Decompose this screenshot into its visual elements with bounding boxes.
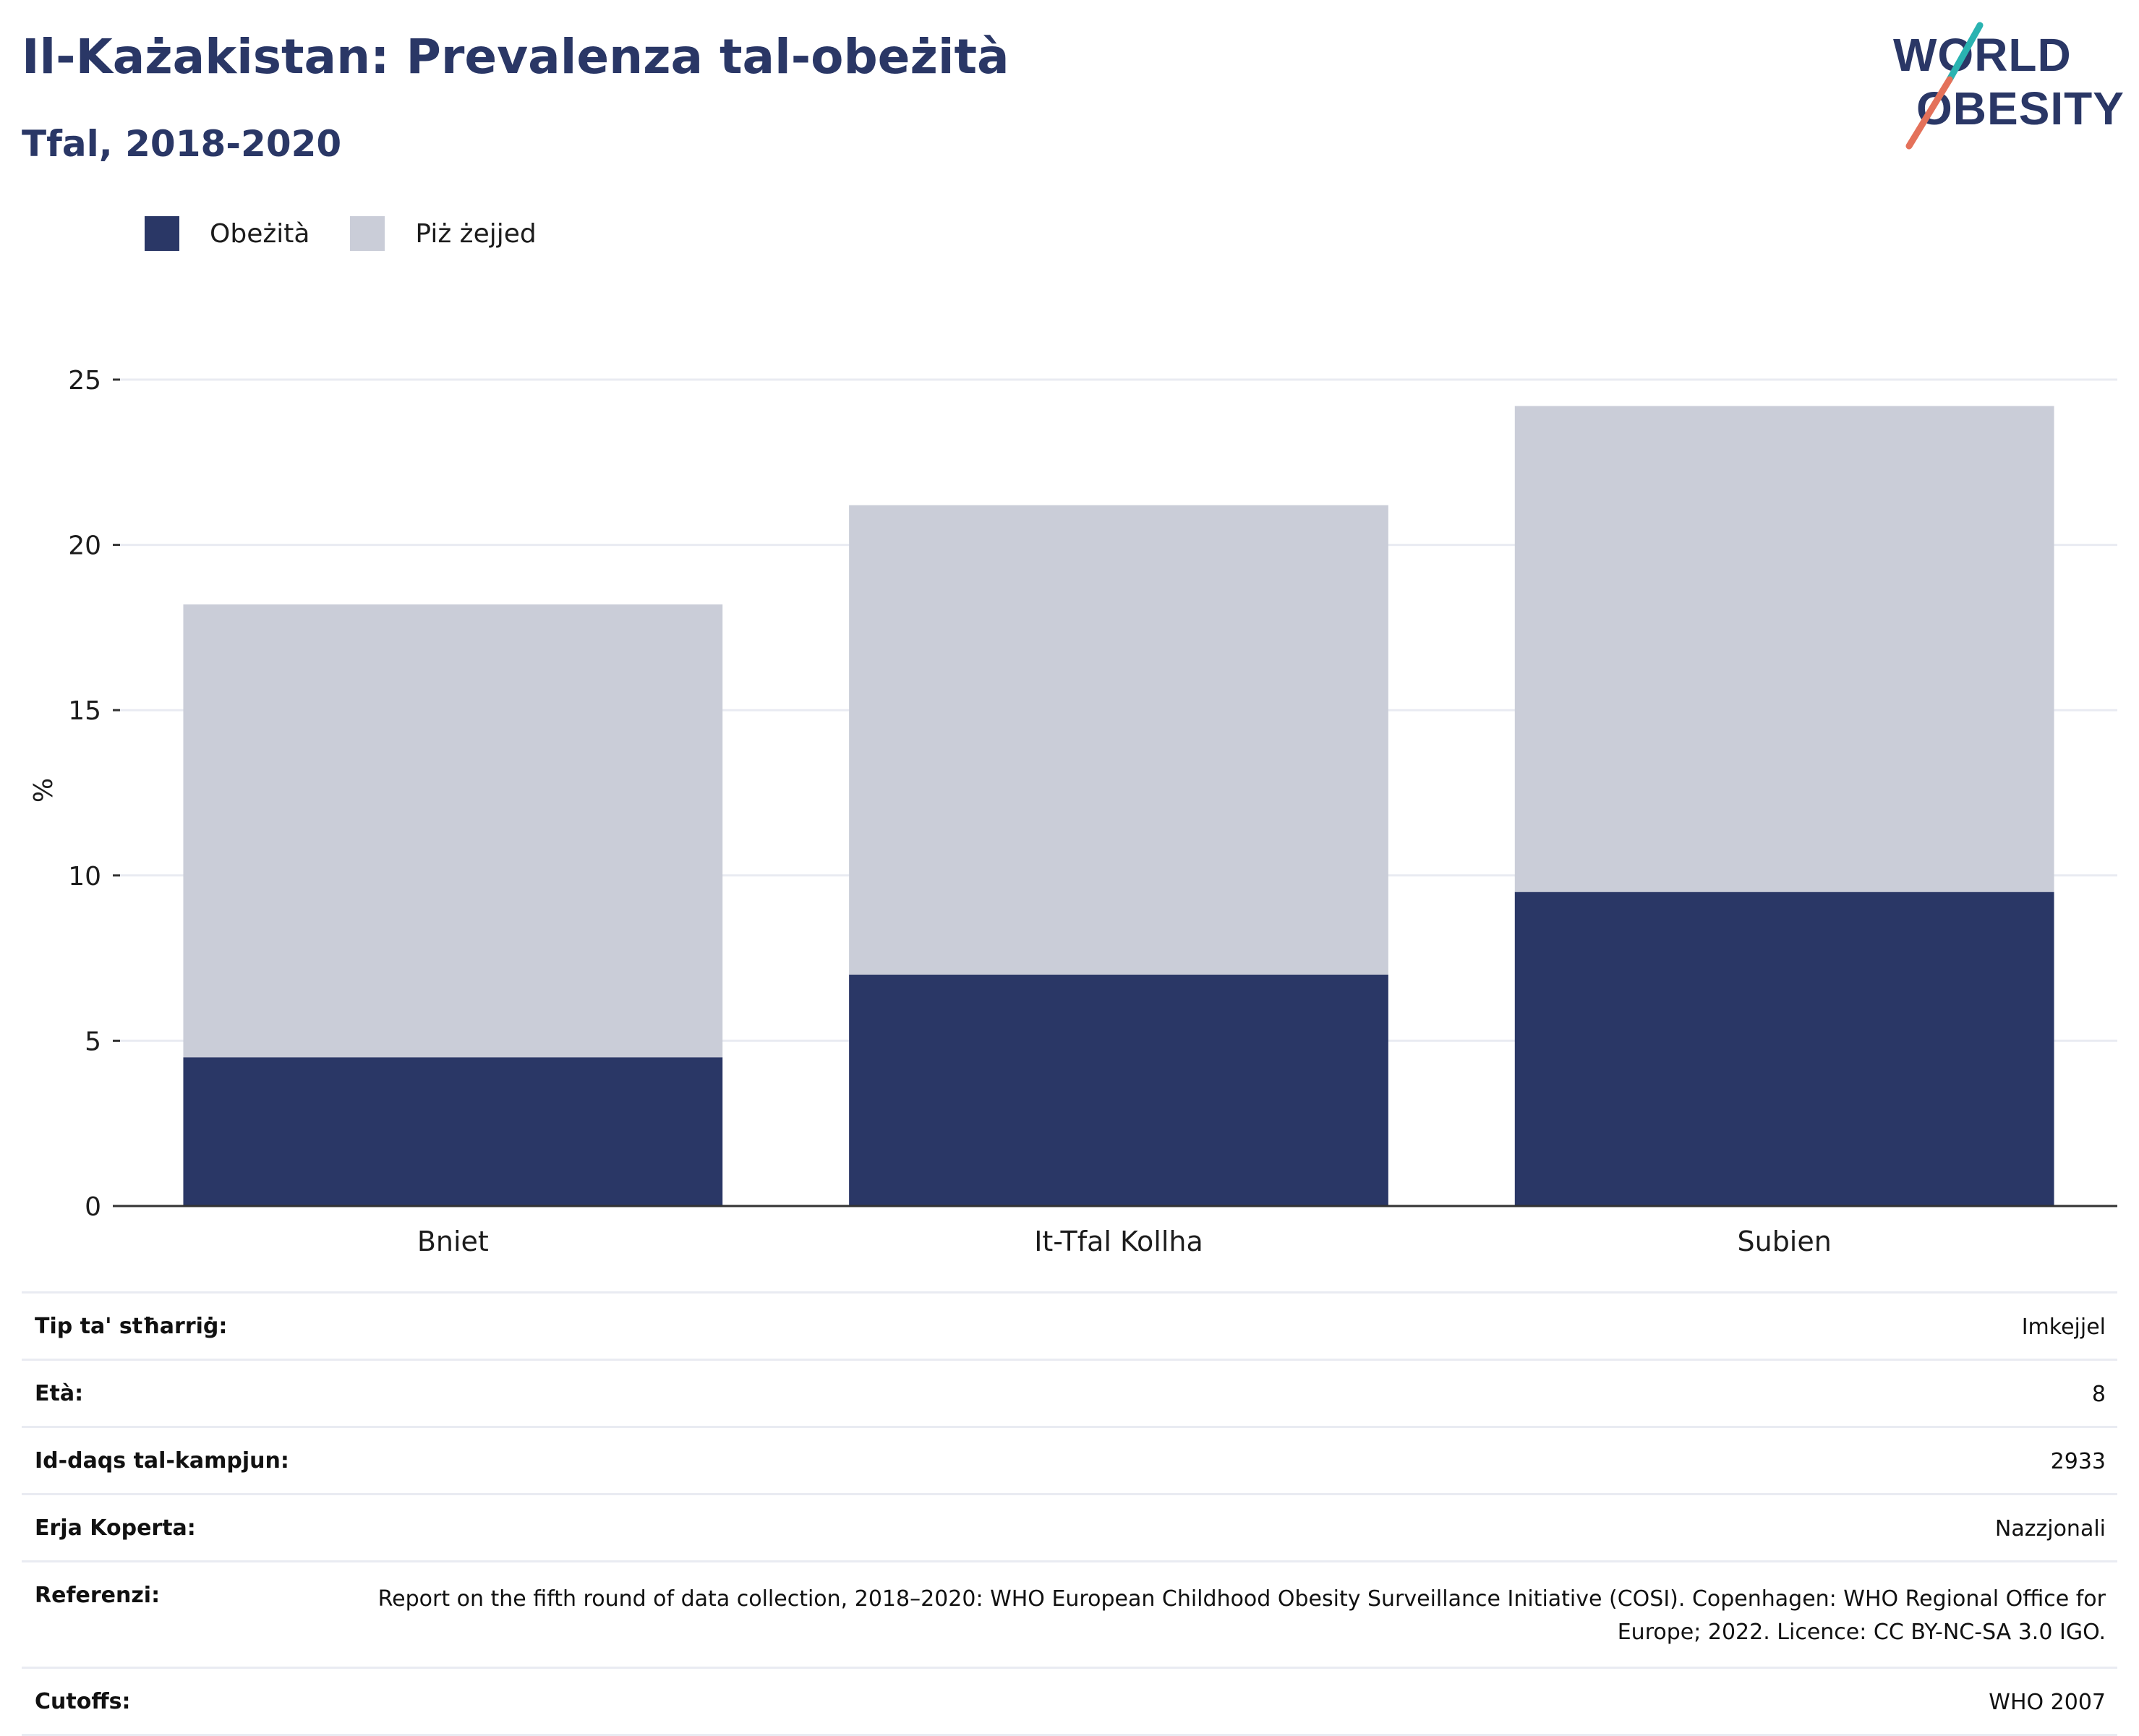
meta-value: 8 — [2091, 1382, 2106, 1407]
meta-label: Età: — [35, 1381, 84, 1406]
bar-segment-obesity — [1514, 891, 2054, 1206]
y-tick-label: 10 — [68, 862, 101, 891]
logo-line-2: OBESITY — [1916, 82, 2125, 134]
bar-segment-obesity — [183, 1057, 723, 1206]
stacked-bar-chart: 0 5 10 15 20 25 Bniet It-Tfal Kollha Subien % — [29, 366, 2117, 1257]
legend-swatch-overweight — [350, 216, 385, 251]
table-row: Età: 8 — [22, 1359, 2117, 1427]
table-row: Id-daqs tal-kampjun: 2933 — [22, 1427, 2117, 1495]
y-axis-label: % — [29, 778, 59, 803]
y-tick-label: 20 — [68, 531, 101, 561]
meta-value: Nazzjonali — [1994, 1516, 2106, 1542]
bar-segment-obesity — [849, 974, 1388, 1206]
chart-legend: Obeżità Piż żejjed — [145, 214, 577, 253]
meta-value: Imkejjel — [2021, 1314, 2106, 1340]
meta-value: 2933 — [2050, 1449, 2106, 1474]
x-tick-label: Bniet — [417, 1226, 489, 1257]
table-row: Referenzi: Report on the fifth round of d… — [22, 1561, 2117, 1668]
legend-label-obesity: Obeżità — [210, 218, 310, 249]
meta-value: Report on the fifth round of data collec… — [377, 1586, 2106, 1645]
y-tick-label: 15 — [68, 696, 101, 726]
bar-segment-overweight — [849, 505, 1388, 975]
logo-slash-teal — [1946, 22, 1984, 83]
table-row: Tip ta' stħarriġ: Imkejjel — [22, 1292, 2117, 1360]
logo-slash-coral — [1905, 76, 1953, 150]
meta-label: Referenzi: — [35, 1583, 161, 1608]
legend-item-obesity: Obeżità — [145, 216, 309, 251]
y-tick-label: 25 — [68, 366, 101, 395]
meta-label: Tip ta' stħarriġ: — [35, 1314, 228, 1339]
bar-segment-overweight — [183, 604, 723, 1058]
survey-details-table: Tip ta' stħarriġ: Imkejjel Età: 8 Id-daqs ta… — [22, 1291, 2117, 1736]
world-obesity-logo: WORLD OBESITY — [1893, 22, 2125, 150]
x-tick-label: It-Tfal Kollha — [1034, 1226, 1203, 1257]
meta-label: Cutoffs: — [35, 1689, 131, 1714]
y-tick-label: 5 — [85, 1027, 101, 1056]
table-row: Cutoffs: WHO 2007 — [22, 1667, 2117, 1735]
x-tick-label: Subien — [1737, 1226, 1831, 1257]
logo-line-1: WORLD — [1893, 29, 2072, 81]
bar-segment-overweight — [1514, 406, 2054, 892]
page-title: Il-Każakistan: Prevalenza tal-obeżità — [22, 29, 1009, 85]
table-row: Erja Koperta: Nazzjonali — [22, 1494, 2117, 1562]
y-tick-label: 0 — [85, 1192, 101, 1222]
legend-label-overweight: Piż żejjed — [415, 218, 537, 249]
meta-label: Erja Koperta: — [35, 1515, 196, 1541]
chart-axes: 0 5 10 15 20 25 Bniet It-Tfal Kollha Subien — [68, 366, 2117, 1257]
legend-item-overweight: Piż żejjed — [350, 216, 537, 251]
legend-swatch-obesity — [145, 216, 179, 251]
chart-bars — [183, 406, 2054, 1206]
meta-label: Id-daqs tal-kampjun: — [35, 1448, 289, 1474]
page-subtitle: Tfal, 2018-2020 — [22, 123, 342, 165]
meta-value: WHO 2007 — [1989, 1690, 2106, 1715]
